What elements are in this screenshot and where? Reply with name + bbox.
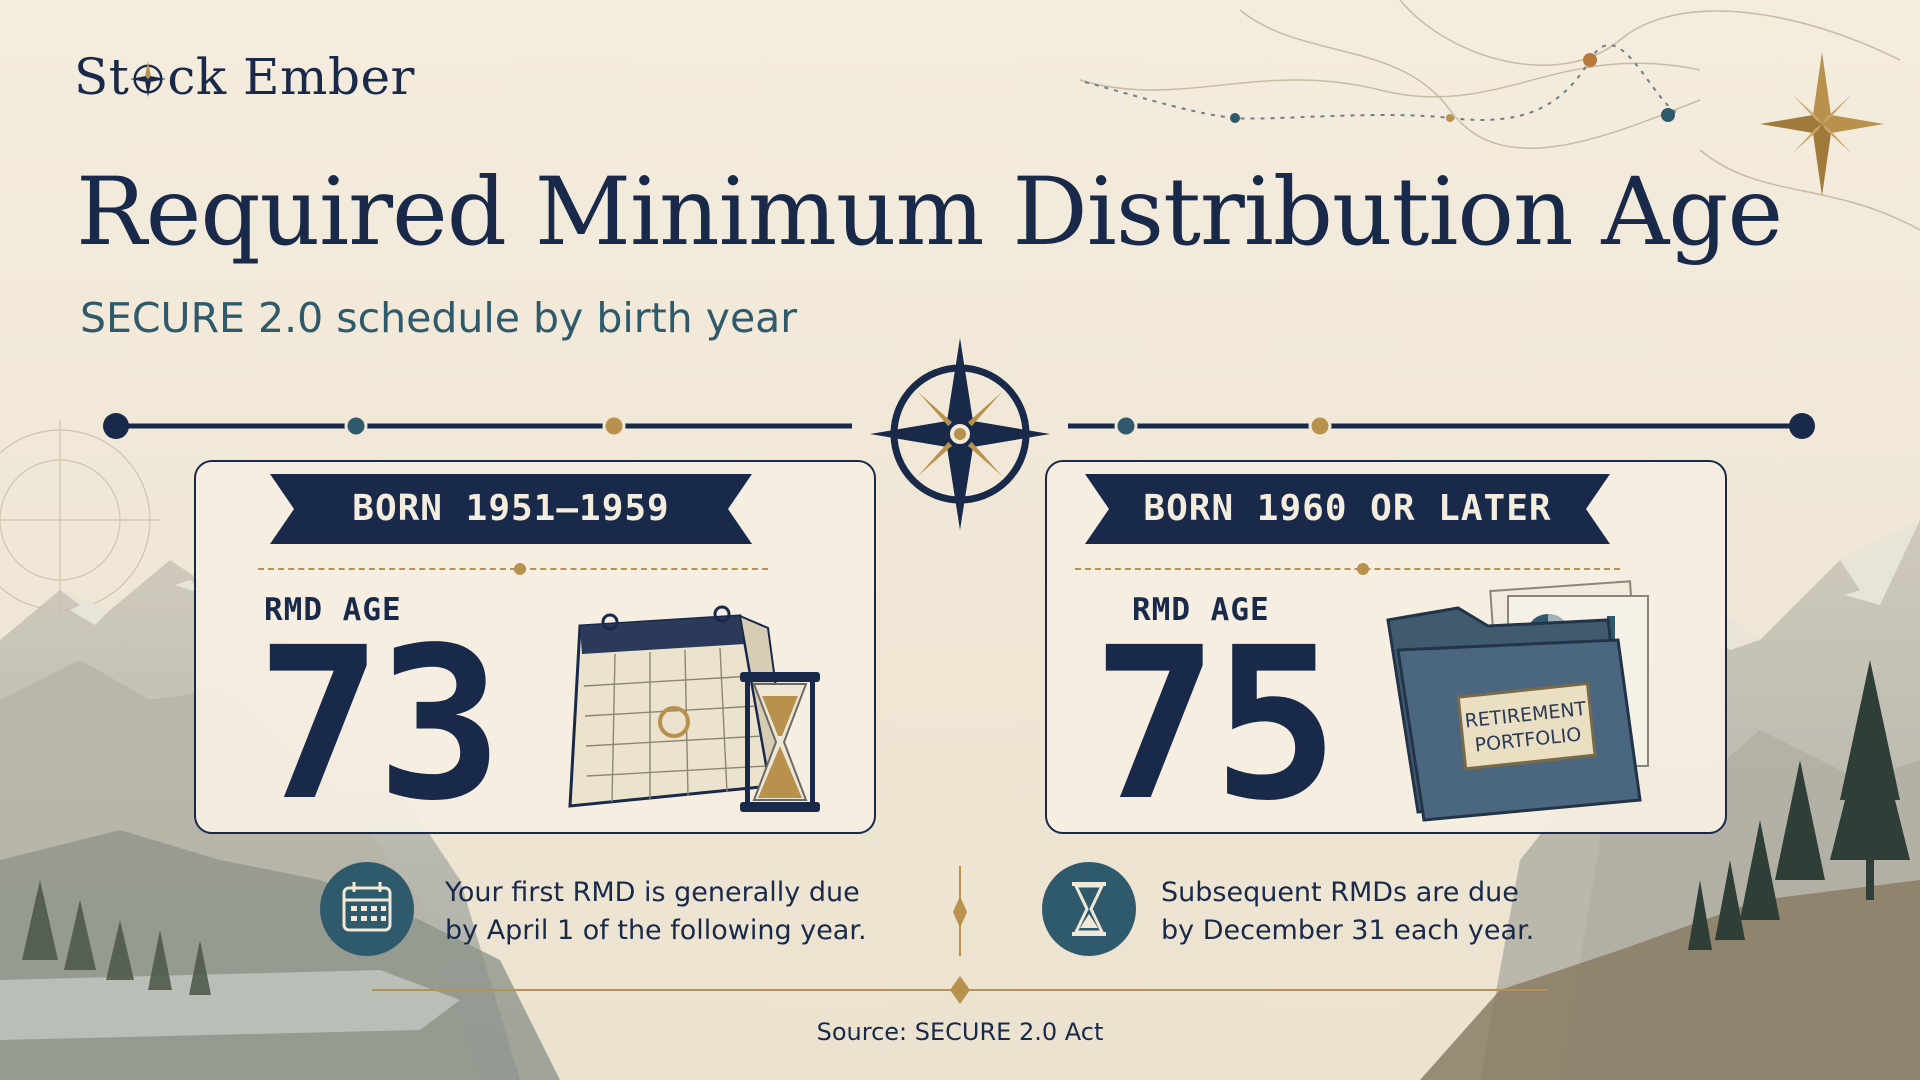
card-divider-left — [258, 568, 768, 572]
rmd-age-value-right: 75 — [1092, 602, 1339, 847]
rmd-age-label-right: RMD AGE — [1132, 592, 1270, 628]
divider-dot-right — [1357, 563, 1369, 575]
brand-logo: St ck Ember — [74, 48, 415, 106]
compass-star-icon — [1760, 52, 1884, 196]
hourglass-icon — [1072, 882, 1106, 936]
center-compass-icon — [870, 338, 1050, 530]
calendar-hourglass-icon — [568, 605, 820, 812]
divider-dot-left — [514, 563, 526, 575]
card-divider-right — [1075, 568, 1620, 572]
card-banner-left: BORN 1951–1959 — [270, 474, 752, 544]
card-banner-right: BORN 1960 OR LATER — [1085, 474, 1610, 544]
timeline-line — [103, 413, 1815, 439]
rmd-age-value-left: 73 — [256, 602, 503, 847]
note-first-rmd: Your first RMD is generally due by April… — [445, 877, 867, 946]
page-subtitle: SECURE 2.0 schedule by birth year — [80, 294, 798, 342]
source-citation: Source: SECURE 2.0 Act — [816, 1018, 1104, 1046]
note-subsequent-rmds: Subsequent RMDs are due by December 31 e… — [1161, 877, 1535, 946]
note-calendar-badge — [320, 862, 414, 956]
retirement-portfolio-folder-icon: RETIREMENT PORTFOLIO — [1386, 580, 1649, 822]
note-hourglass-badge — [1042, 862, 1136, 956]
rmd-age-label-left: RMD AGE — [264, 592, 402, 628]
calendar-icon — [342, 882, 392, 932]
page-title: Required Minimum Distribution Age — [76, 158, 1783, 267]
compass-icon — [130, 60, 167, 98]
